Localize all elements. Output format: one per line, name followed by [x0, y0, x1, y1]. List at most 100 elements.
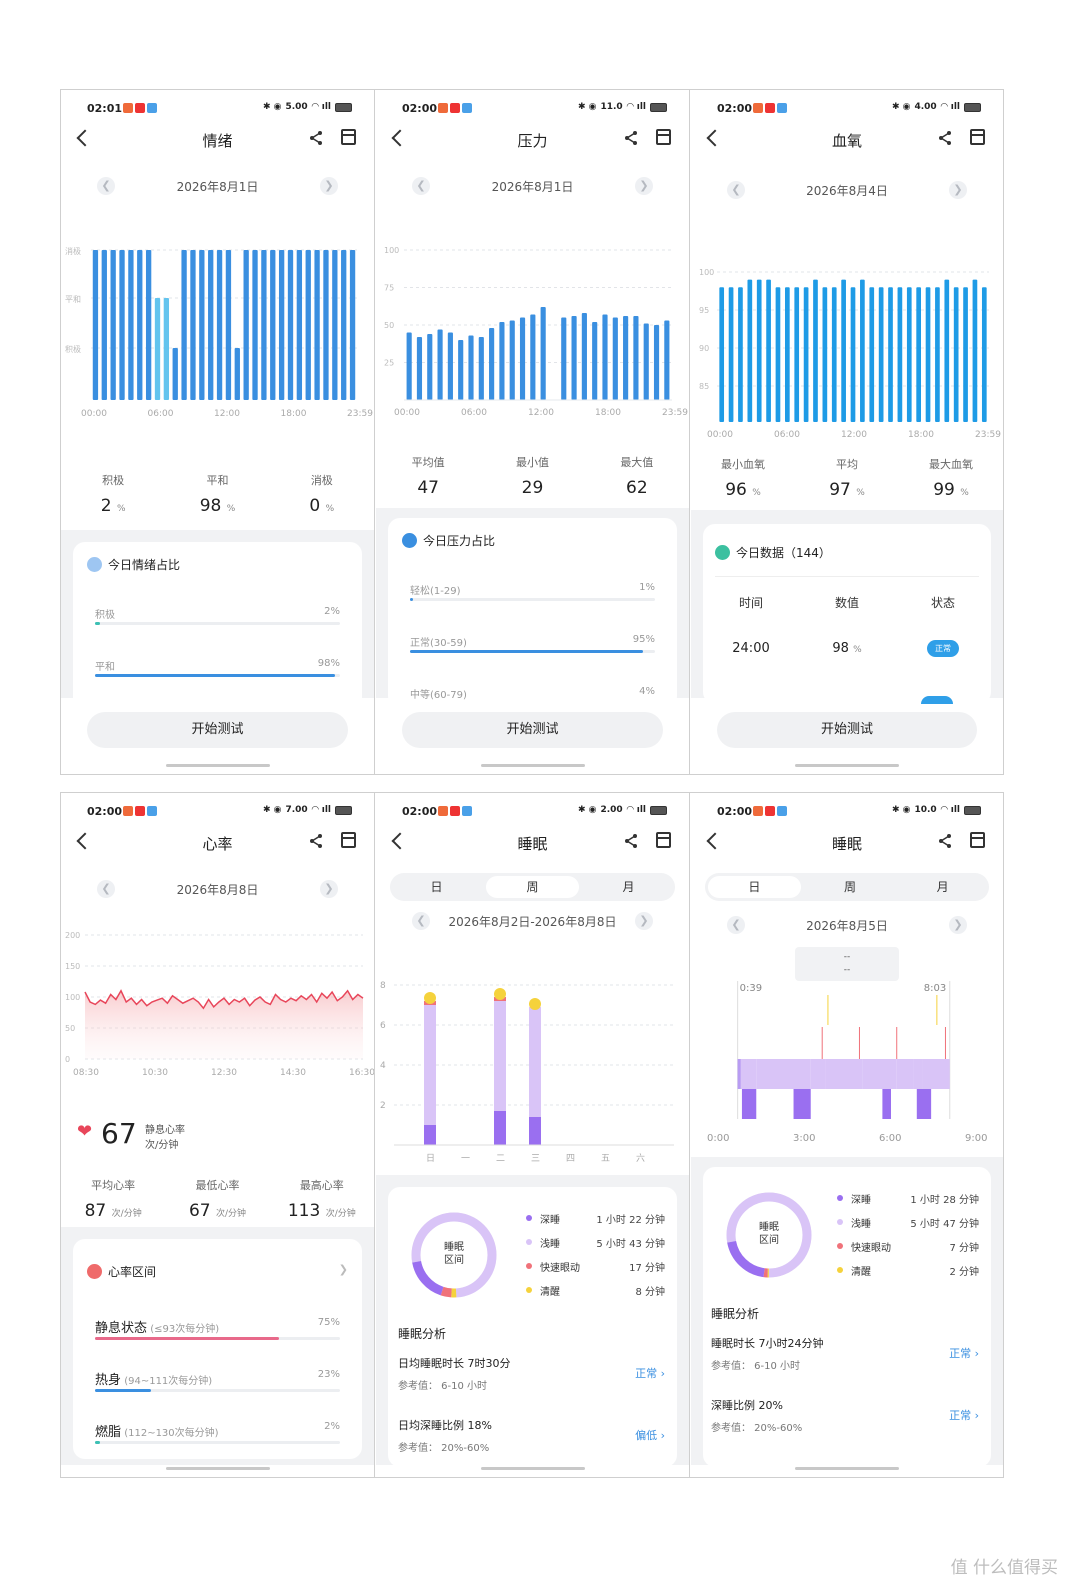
col-time: 时间	[738, 596, 763, 610]
share-icon[interactable]	[623, 833, 639, 849]
prev-day-button[interactable]: ❮	[97, 880, 115, 898]
tab-day[interactable]: 日	[430, 880, 443, 894]
zone-row-fatburn: 燃脂 (112~130次每分钟) 2%	[95, 1421, 340, 1451]
sleep-awake-cap	[529, 998, 541, 1010]
y-tick-label: 25	[384, 359, 394, 368]
share-icon[interactable]	[623, 130, 639, 146]
sleep-day-chart: 0:39 8:03 0:00 3:00 6:00 9:00	[707, 981, 987, 1144]
calendar-icon[interactable]	[970, 832, 985, 848]
y-tick-label: 平和	[65, 295, 81, 304]
calendar-icon[interactable]	[656, 129, 671, 145]
sleep-day-screen: 02:00 ✱ ◉ 10.0 ◠ ıll 睡眠 日 周 月 ❮ 2026年8月5…	[691, 793, 1003, 1477]
analysis-row-deep-ratio[interactable]: 深睡比例 20% 参考值： 20%-60% 正常 ›	[711, 1397, 979, 1437]
prev-day-button[interactable]: ❮	[412, 177, 430, 195]
next-day-button[interactable]: ❯	[949, 916, 967, 934]
stat-value: 29	[521, 478, 544, 498]
share-icon[interactable]	[937, 833, 953, 849]
x-tick-label: 四	[566, 1154, 575, 1164]
analysis-status: 正常 ›	[949, 1345, 979, 1361]
pressure-bar	[458, 340, 464, 400]
next-week-button[interactable]: ❯	[635, 912, 653, 930]
analysis-row-deep-ratio[interactable]: 日均深睡比例 18% 参考值： 20%-60% 偏低 ›	[398, 1417, 665, 1457]
ratio-pct: 1%	[639, 582, 655, 593]
x-tick-label: 06:00	[774, 430, 800, 440]
prev-day-button[interactable]: ❮	[727, 181, 745, 199]
oxygen-bar	[822, 287, 828, 422]
share-icon[interactable]	[937, 130, 953, 146]
oxygen-bar	[888, 287, 893, 422]
calendar-icon[interactable]	[970, 129, 985, 145]
stat-label: 最小值	[515, 456, 549, 469]
date-navigator: ❮ 2026年8月5日 ❯	[691, 915, 1003, 937]
sleep-deep-segment	[793, 1089, 811, 1119]
prev-day-button[interactable]: ❮	[727, 916, 745, 934]
pressure-bar	[623, 316, 629, 400]
analysis-row-duration[interactable]: 日均睡眠时长 7时30分 参考值： 6-10 小时 正常 ›	[398, 1355, 665, 1395]
tab-month[interactable]: 月	[622, 880, 635, 894]
legend-deep: 深睡 1 小时 28 分钟	[837, 1191, 979, 1215]
pressure-bar	[530, 314, 536, 400]
next-day-button[interactable]: ❯	[320, 880, 338, 898]
tab-month[interactable]: 月	[936, 880, 949, 894]
pressure-stats: 平均值 47 最小值 29 最大值 62	[376, 454, 689, 498]
tab-week[interactable]: 周	[844, 880, 857, 894]
y-tick-label: 50	[384, 321, 394, 330]
date-navigator: ❮ 2026年8月4日 ❯	[691, 180, 1003, 202]
ratio-label: 正常(30-59)	[410, 638, 467, 649]
emotion-bar	[110, 250, 116, 400]
calendar-icon[interactable]	[341, 129, 356, 145]
stat-average: 平均值 47	[376, 454, 480, 498]
share-icon[interactable]	[308, 833, 324, 849]
oxygen-bar	[916, 287, 921, 422]
legend-value: 2 分钟	[949, 1267, 979, 1278]
status-right-icons: ✱ ◉ 7.00 ◠ ıll	[263, 805, 352, 815]
oxygen-bar	[935, 287, 940, 422]
tab-day[interactable]: 日	[708, 876, 801, 898]
date-navigator: ❮ 2026年8月1日 ❯	[376, 176, 689, 198]
calendar-icon[interactable]	[341, 832, 356, 848]
heart-zone-card: 心率区间 ❯ 静息状态 (≤93次每分钟) 75% 热身 (94~111次每分钟)…	[73, 1239, 362, 1459]
tab-week[interactable]: 周	[486, 876, 579, 898]
x-tick-label: 12:00	[528, 408, 554, 418]
emotion-ratio-card: 今日情绪占比 积极 2% 平和 98%	[73, 542, 362, 722]
pressure-bar	[447, 332, 453, 400]
chart-tooltip: -- --	[795, 947, 899, 981]
page-title: 压力	[517, 132, 548, 150]
net-speed: 2.00	[600, 805, 623, 815]
stat-positive: 积极 2 %	[61, 472, 165, 516]
calendar-icon[interactable]	[656, 832, 671, 848]
emotion-bar	[190, 250, 196, 400]
status-text: 正常	[635, 1367, 658, 1380]
oxygen-bar	[766, 279, 771, 422]
start-test-button[interactable]: 开始测试	[402, 712, 663, 748]
sleep-awake-cap	[494, 988, 506, 1000]
prev-day-button[interactable]: ❮	[97, 177, 115, 195]
emotion-bar	[243, 250, 249, 400]
emotion-bar	[341, 250, 347, 400]
start-test-button[interactable]: 开始测试	[87, 712, 348, 748]
top-bar: 情绪	[61, 126, 374, 156]
chevron-right-icon: ›	[660, 1429, 665, 1442]
legend-dot	[837, 1243, 843, 1249]
next-day-button[interactable]: ❯	[949, 181, 967, 199]
prev-week-button[interactable]: ❮	[412, 912, 430, 930]
status-text: 偏低	[635, 1429, 658, 1442]
card-title: 今日压力占比	[402, 532, 495, 549]
legend-dot	[526, 1287, 532, 1293]
card-title-text: 今日情绪占比	[108, 558, 181, 572]
analysis-row-duration[interactable]: 睡眠时长 7小时24分钟 参考值： 6-10 小时 正常 ›	[711, 1335, 979, 1375]
share-icon[interactable]	[308, 130, 324, 146]
battery-icon	[335, 102, 352, 112]
x-tick-label: 06:00	[148, 409, 174, 419]
emotion-bar	[145, 250, 152, 400]
emotion-bar	[252, 250, 258, 400]
chevron-right-icon[interactable]: ❯	[338, 1263, 348, 1276]
start-test-button[interactable]: 开始测试	[717, 712, 977, 748]
next-day-button[interactable]: ❯	[635, 177, 653, 195]
top-bar: 心率	[61, 829, 374, 859]
next-day-button[interactable]: ❯	[320, 177, 338, 195]
y-tick-label: 100	[699, 268, 714, 277]
x-tick-label: 00:00	[394, 408, 420, 418]
x-tick-label: 00:00	[81, 409, 107, 419]
pressure-bar	[602, 314, 608, 400]
